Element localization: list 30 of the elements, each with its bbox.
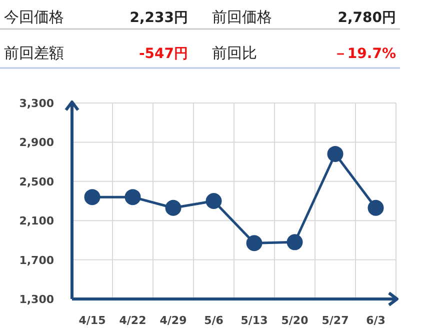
text: 今回価格 [4,8,64,26]
point [327,146,344,162]
x-tick-label: 5/27 [322,314,349,327]
text: －19.7% [333,46,396,62]
point [368,200,384,216]
text: 前回価格 [212,8,272,26]
x-tick-label: 5/20 [281,314,309,327]
text: -547円 [138,46,188,62]
text: 2,233円 [130,10,188,26]
y-tick-label: 1,300 [19,293,54,306]
text: 前回比 [212,44,257,62]
x-tick-label: 4/29 [160,314,187,327]
point [124,189,141,206]
point [286,234,303,250]
x-tick-label: 4/22 [119,314,146,327]
y-tick-label: 1,700 [19,254,54,267]
x-tick-label: 4/15 [78,314,106,327]
y-tick-label: 2,100 [19,214,54,228]
point [206,193,222,209]
x-tick-label: 5/6 [204,314,224,327]
y-tick-label: 2,900 [19,136,54,150]
point [84,189,100,206]
y-tick-label: 3,300 [19,97,54,110]
x-tick-label: 6/3 [366,314,386,327]
text: 前回差額 [4,44,64,62]
y-tick-label: 2,500 [19,175,54,188]
text: 2,780円 [338,10,396,26]
point [246,235,262,252]
x-tick-label: 5/13 [240,314,268,327]
point [165,200,182,216]
